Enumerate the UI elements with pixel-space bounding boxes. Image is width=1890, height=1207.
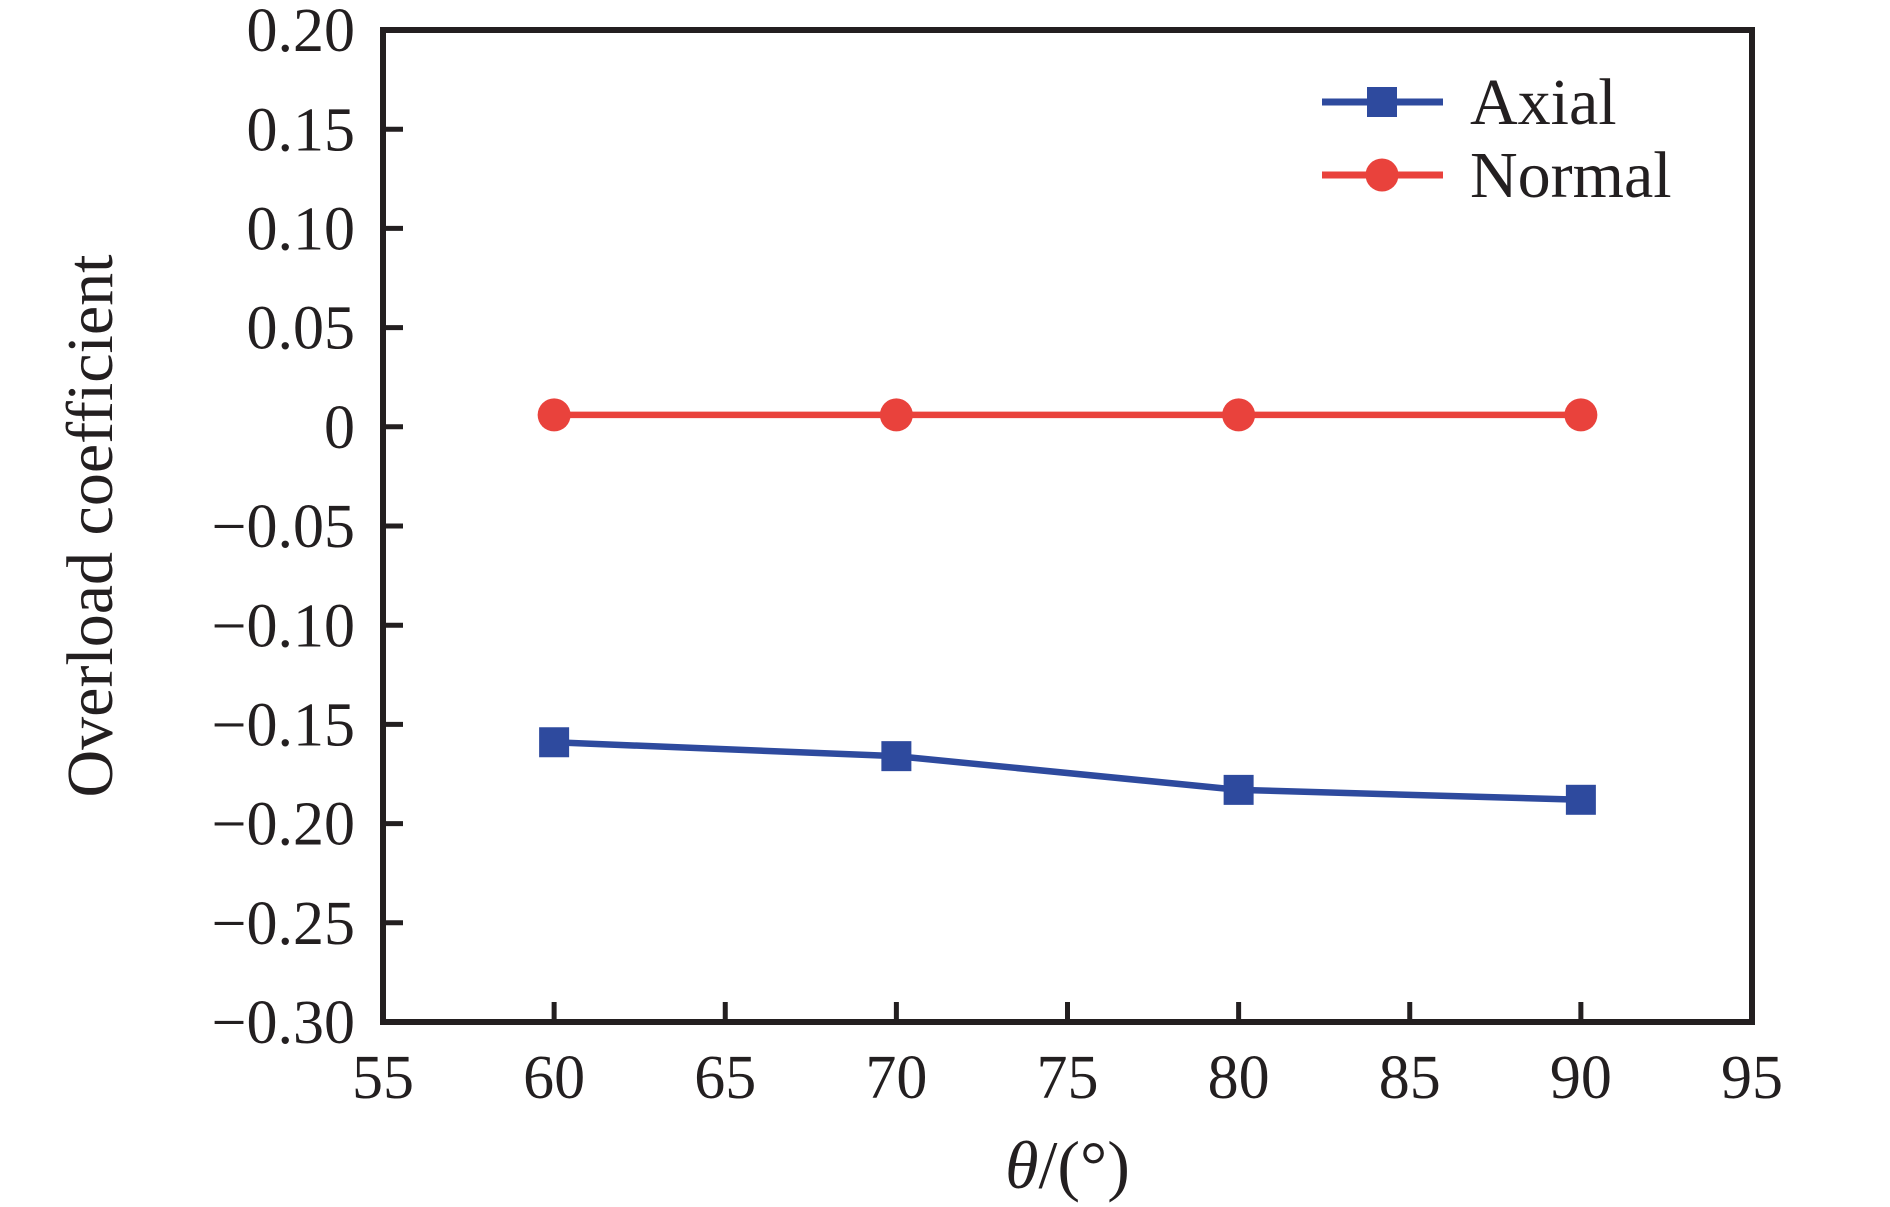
y-tick-label: −0.20 (212, 791, 355, 859)
x-tick-label: 70 (865, 1044, 927, 1112)
x-tick-label: 80 (1208, 1044, 1270, 1112)
x-axis-title: θ/(°) (1005, 1127, 1130, 1203)
x-tick-label: 95 (1721, 1044, 1783, 1112)
marker-axial-70 (881, 741, 912, 772)
marker-normal-60 (537, 398, 571, 432)
series-line-axial (550, 739, 1585, 804)
y-tick-label: −0.15 (212, 691, 355, 759)
y-tick-label: 0.10 (247, 195, 356, 263)
marker-normal-70 (879, 398, 913, 432)
y-tick-label: −0.25 (212, 890, 355, 958)
y-tick-label: −0.05 (212, 493, 355, 561)
marker-axial-60 (539, 727, 570, 758)
y-tick-label: 0.15 (247, 96, 356, 164)
x-tick-label: 55 (352, 1044, 414, 1112)
x-tick-label: 60 (523, 1044, 585, 1112)
marker-normal-80 (1222, 398, 1256, 432)
y-tick-label: 0.20 (247, 0, 356, 65)
y-tick-label: 0 (324, 394, 355, 462)
legend-item-axial: Axial (1322, 66, 1617, 139)
y-axis: 0.20 0.15 0.10 0.05 0 −0.05 −0.10 −0.15 −0.20 −0.… (212, 0, 403, 1057)
legend-marker-axial (1367, 87, 1397, 117)
legend-marker-normal (1365, 158, 1399, 192)
y-axis-title: Overload coefficient (54, 254, 127, 797)
series-axial (539, 727, 1596, 815)
legend-label-normal: Normal (1470, 139, 1672, 212)
x-tick-label: 85 (1379, 1044, 1441, 1112)
x-axis: 55 60 65 70 75 80 85 90 95 (352, 1002, 1783, 1112)
x-tick-label: 90 (1550, 1044, 1612, 1112)
marker-axial-90 (1565, 784, 1596, 815)
y-tick-label: −0.30 (212, 989, 355, 1057)
plot-root: 55 60 65 70 75 80 85 90 95 0.20 0.15 0.10 0.05 0 −0.05… (54, 0, 1783, 1203)
x-tick-label: 65 (694, 1044, 756, 1112)
marker-normal-90 (1564, 398, 1598, 432)
x-tick-label: 75 (1037, 1044, 1099, 1112)
y-tick-label: −0.10 (212, 592, 355, 660)
y-tick-label: 0.05 (247, 295, 356, 363)
series-normal (537, 398, 1598, 432)
legend-item-normal: Normal (1322, 139, 1672, 212)
marker-axial-80 (1223, 774, 1254, 805)
legend-label-axial: Axial (1470, 66, 1617, 139)
